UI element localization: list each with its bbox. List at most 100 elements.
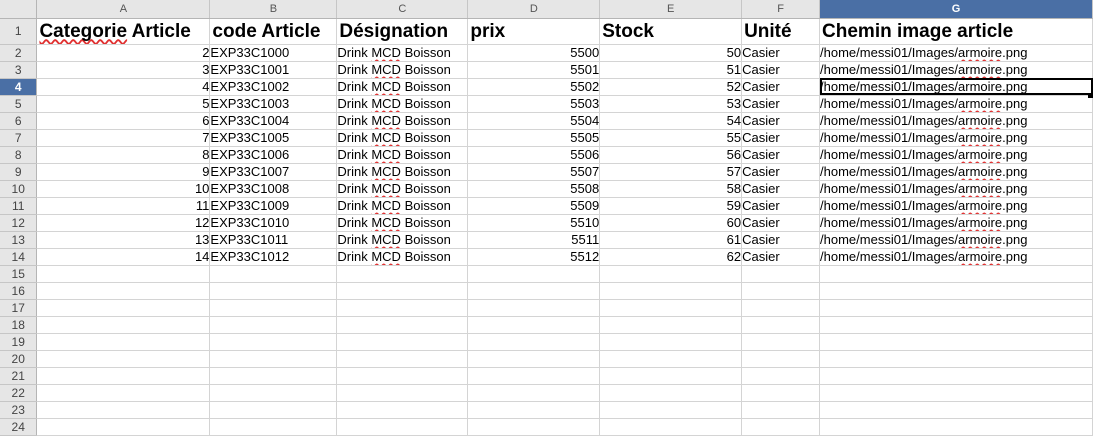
cell-d9[interactable]: 5507 <box>467 163 601 181</box>
row-header-12[interactable]: 12 <box>0 214 38 232</box>
cell-f3[interactable]: Casier <box>741 61 821 79</box>
row-header-24[interactable]: 24 <box>0 418 38 436</box>
cell-d19[interactable] <box>467 333 601 351</box>
row-header-6[interactable]: 6 <box>0 112 38 130</box>
cell-c11[interactable]: Drink MCD Boisson <box>336 197 469 215</box>
cell-d8[interactable]: 5506 <box>467 146 601 164</box>
row-header-5[interactable]: 5 <box>0 95 38 113</box>
row-header-16[interactable]: 16 <box>0 282 38 300</box>
column-header-f[interactable]: F <box>741 0 821 19</box>
cell-e14[interactable]: 62 <box>599 248 743 266</box>
cell-g14[interactable]: /home/messi01/Images/armoire.png <box>819 248 1093 266</box>
cell-c22[interactable] <box>336 384 469 402</box>
cell-g12[interactable]: /home/messi01/Images/armoire.png <box>819 214 1093 232</box>
cell-a5[interactable]: 5 <box>36 95 211 113</box>
cell-a18[interactable] <box>36 316 211 334</box>
cell-e18[interactable] <box>599 316 743 334</box>
cell-f9[interactable]: Casier <box>741 163 821 181</box>
cell-d24[interactable] <box>467 418 601 436</box>
cell-c23[interactable] <box>336 401 469 419</box>
cell-g6[interactable]: /home/messi01/Images/armoire.png <box>819 112 1093 130</box>
cell-f2[interactable]: Casier <box>741 44 821 62</box>
cell-e15[interactable] <box>599 265 743 283</box>
header-cell-g[interactable]: Chemin image article <box>819 18 1093 45</box>
cell-f18[interactable] <box>741 316 821 334</box>
cell-e21[interactable] <box>599 367 743 385</box>
cell-e4[interactable]: 52 <box>599 78 743 96</box>
header-cell-a[interactable]: Categorie Article <box>36 18 211 45</box>
cell-c2[interactable]: Drink MCD Boisson <box>336 44 469 62</box>
cell-a23[interactable] <box>36 401 211 419</box>
cell-a15[interactable] <box>36 265 211 283</box>
cell-b24[interactable] <box>209 418 338 436</box>
cell-e16[interactable] <box>599 282 743 300</box>
cell-f7[interactable]: Casier <box>741 129 821 147</box>
cell-a12[interactable]: 12 <box>36 214 211 232</box>
cell-d12[interactable]: 5510 <box>467 214 601 232</box>
cell-b21[interactable] <box>209 367 338 385</box>
cell-d5[interactable]: 5503 <box>467 95 601 113</box>
cell-d21[interactable] <box>467 367 601 385</box>
cell-c15[interactable] <box>336 265 469 283</box>
cell-e23[interactable] <box>599 401 743 419</box>
cell-g2[interactable]: /home/messi01/Images/armoire.png <box>819 44 1093 62</box>
cell-e7[interactable]: 55 <box>599 129 743 147</box>
cell-g5[interactable]: /home/messi01/Images/armoire.png <box>819 95 1093 113</box>
cell-d6[interactable]: 5504 <box>467 112 601 130</box>
cell-f4[interactable]: Casier <box>741 78 821 96</box>
cell-d14[interactable]: 5512 <box>467 248 601 266</box>
cell-a20[interactable] <box>36 350 211 368</box>
cell-f13[interactable]: Casier <box>741 231 821 249</box>
row-header-3[interactable]: 3 <box>0 61 38 79</box>
row-header-13[interactable]: 13 <box>0 231 38 249</box>
cell-e2[interactable]: 50 <box>599 44 743 62</box>
cell-e24[interactable] <box>599 418 743 436</box>
cell-f8[interactable]: Casier <box>741 146 821 164</box>
row-header-1[interactable]: 1 <box>0 18 38 45</box>
cell-b2[interactable]: EXP33C1000 <box>209 44 338 62</box>
cell-a10[interactable]: 10 <box>36 180 211 198</box>
cell-d17[interactable] <box>467 299 601 317</box>
cell-g21[interactable] <box>819 367 1093 385</box>
cell-c3[interactable]: Drink MCD Boisson <box>336 61 469 79</box>
cell-e17[interactable] <box>599 299 743 317</box>
cell-d3[interactable]: 5501 <box>467 61 601 79</box>
cell-c5[interactable]: Drink MCD Boisson <box>336 95 469 113</box>
cell-f15[interactable] <box>741 265 821 283</box>
cell-a19[interactable] <box>36 333 211 351</box>
cell-f10[interactable]: Casier <box>741 180 821 198</box>
select-all-corner[interactable] <box>0 0 38 19</box>
cell-b11[interactable]: EXP33C1009 <box>209 197 338 215</box>
cell-g4[interactable]: /home/messi01/Images/armoire.png <box>819 78 1093 96</box>
cell-b6[interactable]: EXP33C1004 <box>209 112 338 130</box>
cell-a7[interactable]: 7 <box>36 129 211 147</box>
cell-f20[interactable] <box>741 350 821 368</box>
cell-b8[interactable]: EXP33C1006 <box>209 146 338 164</box>
cell-e12[interactable]: 60 <box>599 214 743 232</box>
column-header-g[interactable]: G <box>819 0 1093 19</box>
row-header-10[interactable]: 10 <box>0 180 38 198</box>
cell-d23[interactable] <box>467 401 601 419</box>
cell-b3[interactable]: EXP33C1001 <box>209 61 338 79</box>
cell-b10[interactable]: EXP33C1008 <box>209 180 338 198</box>
cell-d13[interactable]: 5511 <box>467 231 601 249</box>
cell-a21[interactable] <box>36 367 211 385</box>
cell-b9[interactable]: EXP33C1007 <box>209 163 338 181</box>
cell-b17[interactable] <box>209 299 338 317</box>
cell-c8[interactable]: Drink MCD Boisson <box>336 146 469 164</box>
row-header-21[interactable]: 21 <box>0 367 38 385</box>
cell-g11[interactable]: /home/messi01/Images/armoire.png <box>819 197 1093 215</box>
cell-d16[interactable] <box>467 282 601 300</box>
cell-d4[interactable]: 5502 <box>467 78 601 96</box>
cell-e3[interactable]: 51 <box>599 61 743 79</box>
selection-fill-handle[interactable] <box>1088 93 1093 98</box>
cell-c13[interactable]: Drink MCD Boisson <box>336 231 469 249</box>
cell-f11[interactable]: Casier <box>741 197 821 215</box>
cell-a16[interactable] <box>36 282 211 300</box>
cell-b22[interactable] <box>209 384 338 402</box>
cell-f21[interactable] <box>741 367 821 385</box>
cell-f12[interactable]: Casier <box>741 214 821 232</box>
cell-g17[interactable] <box>819 299 1093 317</box>
cell-a9[interactable]: 9 <box>36 163 211 181</box>
cell-f5[interactable]: Casier <box>741 95 821 113</box>
